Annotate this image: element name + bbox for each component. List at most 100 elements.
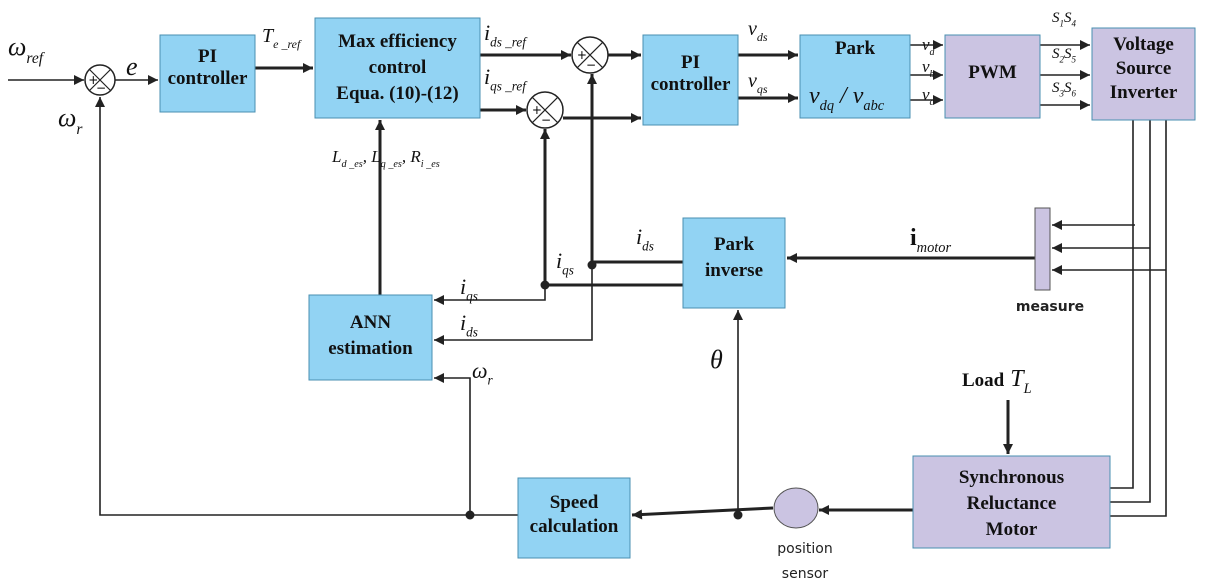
block-text: estimation: [328, 338, 413, 359]
label-subscript: r: [488, 373, 494, 388]
label-text: v: [809, 83, 820, 109]
label-subscript: r: [76, 121, 83, 138]
signal-label: S2S5: [1052, 46, 1077, 65]
junction-dot: [465, 510, 475, 520]
signal-label: ids: [636, 224, 654, 254]
label-subscript: qs: [466, 289, 478, 304]
label-text: θ: [710, 345, 723, 374]
wires: [8, 40, 1167, 520]
block: [1091, 27, 1196, 121]
label-subscript: d _es: [341, 159, 362, 170]
label-text: /: [834, 83, 853, 109]
signal-label: ωref: [8, 32, 46, 67]
label-subscript: ds: [757, 30, 768, 44]
wire: [1110, 120, 1167, 517]
label-subscript: 1: [1060, 19, 1065, 29]
block-text: Inverter: [1110, 82, 1178, 103]
summer-cross: [89, 69, 111, 91]
signal-label: vc: [922, 85, 935, 108]
label-subscript: 5: [1072, 55, 1077, 65]
block: [799, 34, 911, 119]
block-text: Park: [714, 234, 755, 255]
signal-label: e: [126, 52, 138, 81]
block-text: ANN: [350, 312, 391, 333]
label-subscript: 4: [1072, 19, 1077, 29]
signal-label: iqs _ref: [484, 64, 528, 94]
summer-sign: +: [577, 48, 587, 62]
label-text: S: [1064, 46, 1072, 62]
block-text: Source: [1116, 58, 1172, 79]
block: [682, 217, 786, 309]
label-subscript: L: [1023, 381, 1032, 397]
label-subscript: qs: [757, 82, 768, 96]
block-text: Motor: [986, 519, 1038, 540]
label-text: T: [1010, 366, 1025, 392]
label-subscript: qs _ref: [490, 79, 528, 94]
signal-label: ωr: [58, 103, 83, 138]
label-subscript: q _es: [381, 159, 402, 170]
junction-dot: [540, 280, 550, 290]
block: [308, 294, 433, 381]
block-text: inverse: [705, 260, 763, 281]
label-subscript: c: [930, 97, 935, 108]
signal-label: Load TL: [962, 366, 1032, 397]
wire: [434, 373, 471, 515]
label-text: i: [460, 310, 466, 335]
wire: [1110, 120, 1151, 503]
label-subscript: ds: [642, 239, 654, 254]
block-text: controller: [651, 74, 731, 95]
signal-label: Te _ref: [262, 25, 302, 51]
signal-label: vb: [922, 57, 935, 80]
label-text: S: [1052, 10, 1060, 26]
block-text: controller: [168, 68, 248, 89]
label-text: i: [556, 248, 562, 273]
junction-dot: [733, 510, 743, 520]
summer-cross: [576, 41, 604, 69]
block-text: Reluctance: [967, 493, 1057, 514]
signal-label: vqs: [748, 70, 768, 96]
label-subscript: dq: [820, 98, 834, 114]
summer-cross: [531, 96, 559, 124]
signal-label: vdq / vabc: [809, 83, 885, 114]
junction-dot: [587, 260, 597, 270]
signal-label: vds: [748, 18, 768, 44]
signal-label: θ: [710, 345, 723, 374]
signal-label: va: [922, 35, 935, 58]
label-text: i: [484, 64, 490, 89]
wire: [1110, 120, 1134, 489]
signal-label: Ld _es, Lq _es, Ri _es: [331, 147, 440, 170]
label-text: e: [126, 52, 138, 81]
signal-label: iqs: [556, 248, 574, 278]
label-text: v: [748, 18, 757, 40]
label-subscript: ds: [466, 325, 478, 340]
label-text: L: [331, 147, 341, 166]
label-text: R: [409, 147, 421, 166]
wire: [95, 97, 518, 516]
label-text: L: [370, 147, 380, 166]
summer-sign: +: [88, 73, 98, 87]
caption: measure: [1016, 299, 1084, 315]
label-text: ω: [8, 32, 26, 61]
label-text: v: [922, 35, 930, 54]
label-text: i: [460, 274, 466, 299]
label-text: ,: [363, 147, 372, 166]
label-text: S: [1052, 46, 1060, 62]
block: [517, 477, 631, 559]
label-subscript: b: [930, 69, 935, 80]
block: [159, 34, 256, 113]
wire: [434, 285, 546, 305]
label-text: v: [922, 57, 930, 76]
signal-label: S1S4: [1052, 10, 1077, 29]
label-text: T: [262, 25, 275, 47]
caption: sensor: [782, 566, 829, 582]
block: [314, 17, 481, 119]
label-text: i: [484, 20, 490, 45]
label-subscript: a: [930, 47, 935, 58]
shapes: [84, 17, 1196, 559]
block-text: Equa. (10)-(12): [336, 83, 458, 104]
label-text: i: [636, 224, 642, 249]
block-text: Synchronous: [959, 467, 1064, 488]
summer-sign: −: [541, 113, 551, 127]
summer-sign: −: [586, 58, 596, 72]
